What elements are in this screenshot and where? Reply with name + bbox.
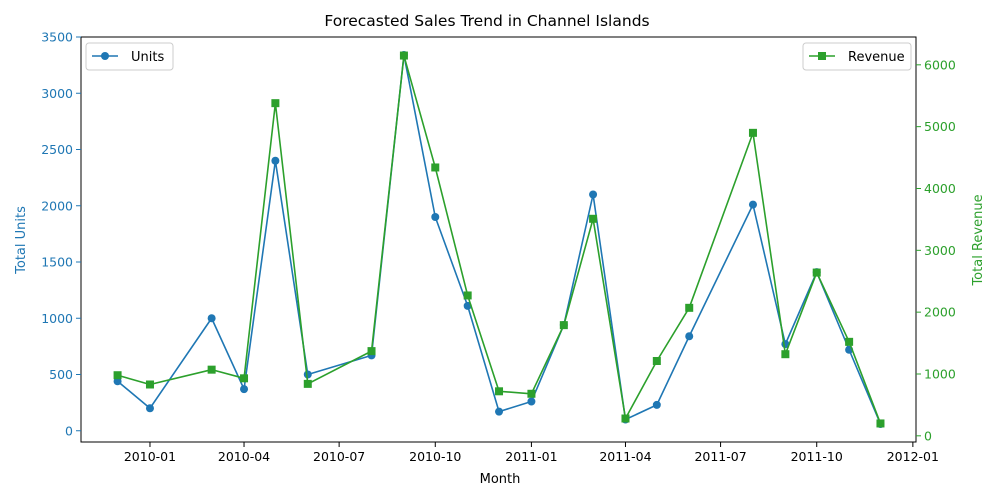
revenue-point	[781, 350, 790, 359]
y-right-tick-label: 1000	[924, 366, 956, 381]
legend-revenue-label: Revenue	[848, 50, 905, 65]
y-right-tick-label: 6000	[924, 57, 956, 72]
y-left-tick-label: 1000	[41, 311, 73, 326]
units-point	[652, 400, 661, 409]
x-tick-label: 2010-10	[409, 449, 461, 464]
x-axis: 2010-01 2010-04 2010-07 2010-10 2011-01 2011-…	[124, 442, 939, 464]
y-left-tick-label: 2500	[41, 142, 73, 157]
chart-title: Forecasted Sales Trend in Channel Island…	[324, 12, 649, 30]
x-axis-title: Month	[480, 472, 521, 487]
revenue-point	[271, 99, 280, 108]
y-right-tick-label: 4000	[924, 181, 956, 196]
revenue-point	[303, 379, 312, 388]
x-tick-label: 2010-01	[124, 449, 176, 464]
legend-units: Units	[85, 42, 174, 71]
x-tick-label: 2011-01	[505, 449, 557, 464]
legend-revenue-marker	[818, 52, 826, 60]
revenue-point	[463, 291, 472, 300]
revenue-point	[685, 303, 694, 312]
x-tick-label: 2010-07	[313, 449, 365, 464]
y-left-tick-label: 0	[65, 423, 73, 438]
units-point	[240, 385, 249, 394]
y-left-tick-label: 500	[49, 367, 73, 382]
y-left-tick-label: 2000	[41, 198, 73, 213]
x-tick-label: 2010-04	[218, 449, 270, 464]
revenue-point	[240, 374, 249, 383]
legend-revenue-box	[802, 42, 912, 71]
y-left-tick-label: 1500	[41, 255, 73, 270]
y-left-tick-label: 3500	[41, 30, 73, 45]
revenue-point	[399, 51, 408, 60]
x-tick-label: 2012-01	[887, 449, 939, 464]
plot-area	[113, 51, 885, 428]
revenue-point	[113, 371, 122, 380]
y-right-tick-label: 5000	[924, 119, 956, 134]
units-point	[589, 190, 598, 199]
legend-units-box	[85, 42, 174, 71]
revenue-point	[589, 214, 598, 223]
x-tick-label: 2011-07	[694, 449, 746, 464]
revenue-point	[652, 357, 661, 365]
revenue-series-line	[117, 54, 882, 424]
revenue-point	[527, 389, 536, 398]
revenue-point	[145, 380, 154, 389]
revenue-point	[748, 128, 757, 137]
units-point	[145, 404, 154, 413]
revenue-point	[621, 414, 630, 423]
y-left-tick-label: 3000	[41, 86, 73, 101]
x-tick-label: 2011-10	[791, 449, 843, 464]
y-right-tick-label: 0	[924, 428, 932, 443]
y-axis-left-title: Total Units	[14, 206, 29, 275]
revenue-point	[431, 163, 440, 172]
y-axis-right-title: Total Revenue	[971, 194, 986, 286]
y-axis-right: 0 1000 2000 3000 4000 5000 6000	[916, 57, 956, 443]
units-point	[495, 407, 504, 416]
revenue-point	[559, 321, 568, 330]
legend-units-marker	[101, 52, 109, 60]
revenue-point	[812, 268, 821, 277]
revenue-point	[845, 337, 854, 346]
units-series-line	[117, 54, 882, 425]
revenue-point	[495, 387, 504, 396]
x-tick-label: 2011-04	[599, 449, 651, 464]
y-axis-left: 0 500 1000 1500 2000 2500 3000 3500	[41, 30, 81, 438]
revenue-point	[876, 419, 885, 428]
legend-units-label: Units	[131, 50, 164, 65]
plot-frame	[80, 36, 917, 443]
units-point	[685, 332, 694, 341]
revenue-point	[367, 347, 376, 356]
units-point	[207, 314, 216, 323]
legend-revenue: Revenue	[802, 42, 912, 71]
units-point	[271, 156, 280, 165]
y-right-tick-label: 3000	[924, 243, 956, 258]
units-point	[113, 377, 122, 386]
units-point	[748, 200, 757, 209]
y-right-tick-label: 2000	[924, 305, 956, 320]
units-point	[431, 213, 440, 221]
units-point	[527, 397, 536, 406]
revenue-point	[207, 365, 216, 374]
